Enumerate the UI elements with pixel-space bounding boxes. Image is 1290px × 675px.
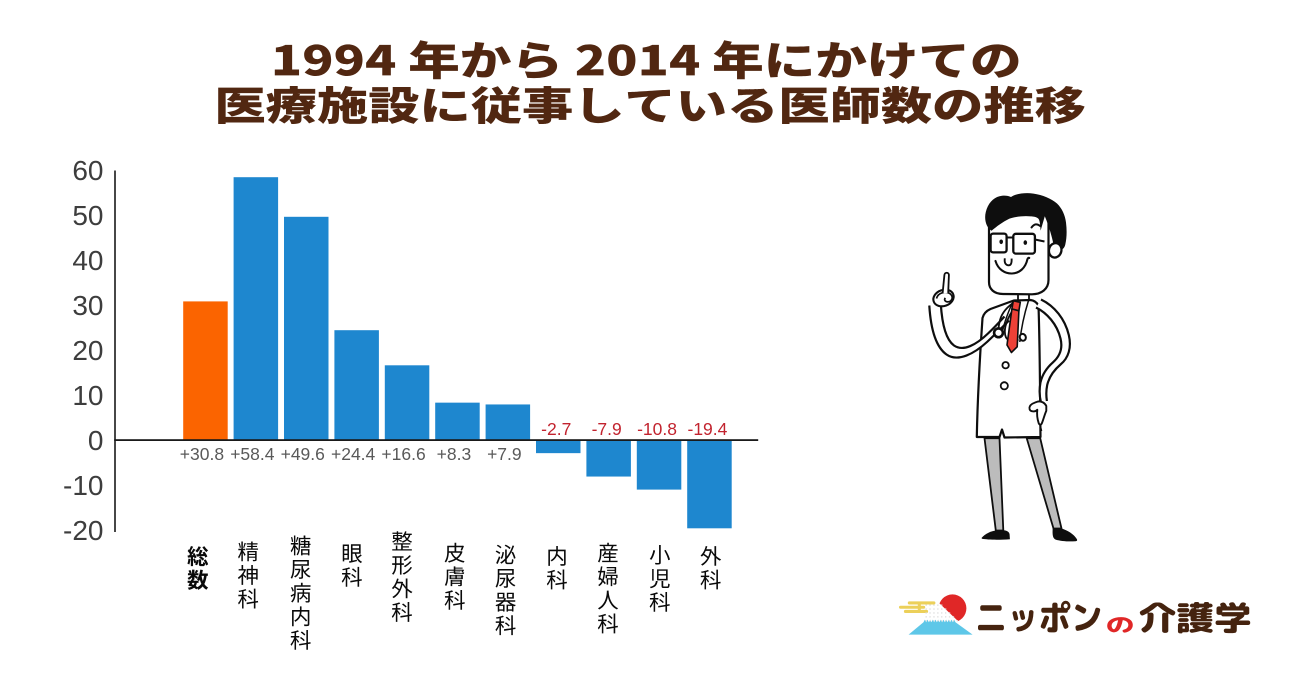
svg-text:30: 30	[72, 290, 103, 321]
svg-text:-2.7: -2.7	[541, 419, 571, 439]
svg-text:+58.4: +58.4	[230, 444, 275, 464]
svg-text:40: 40	[72, 245, 103, 276]
svg-text:+16.6: +16.6	[381, 444, 425, 464]
svg-text:20: 20	[72, 335, 103, 366]
svg-text:-20: -20	[63, 515, 103, 546]
svg-text:0: 0	[88, 425, 104, 456]
svg-text:60: 60	[72, 155, 103, 186]
svg-text:50: 50	[72, 200, 103, 231]
svg-text:+49.6: +49.6	[281, 444, 325, 464]
svg-text:+24.4: +24.4	[331, 444, 376, 464]
svg-text:+30.8: +30.8	[180, 444, 224, 464]
svg-text:-7.9: -7.9	[592, 419, 622, 439]
svg-text:+7.9: +7.9	[487, 444, 522, 464]
svg-text:+8.3: +8.3	[437, 444, 472, 464]
svg-text:-19.4: -19.4	[688, 419, 728, 439]
svg-text:-10: -10	[63, 470, 103, 501]
svg-text:-10.8: -10.8	[637, 419, 677, 439]
svg-text:10: 10	[72, 380, 103, 411]
